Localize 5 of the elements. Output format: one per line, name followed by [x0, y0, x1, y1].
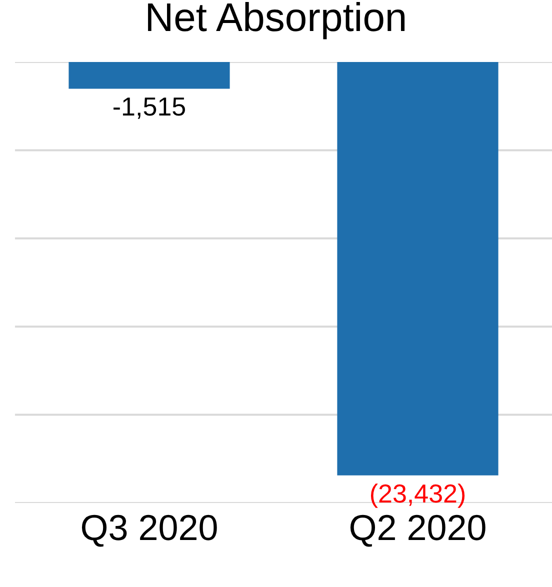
chart-title: Net Absorption	[144, 0, 408, 40]
data-label: (23,432)	[369, 478, 466, 508]
data-label: -1,515	[112, 92, 186, 122]
x-tick-label: Q3 2020	[80, 507, 218, 548]
x-tick-label: Q2 2020	[348, 507, 487, 548]
